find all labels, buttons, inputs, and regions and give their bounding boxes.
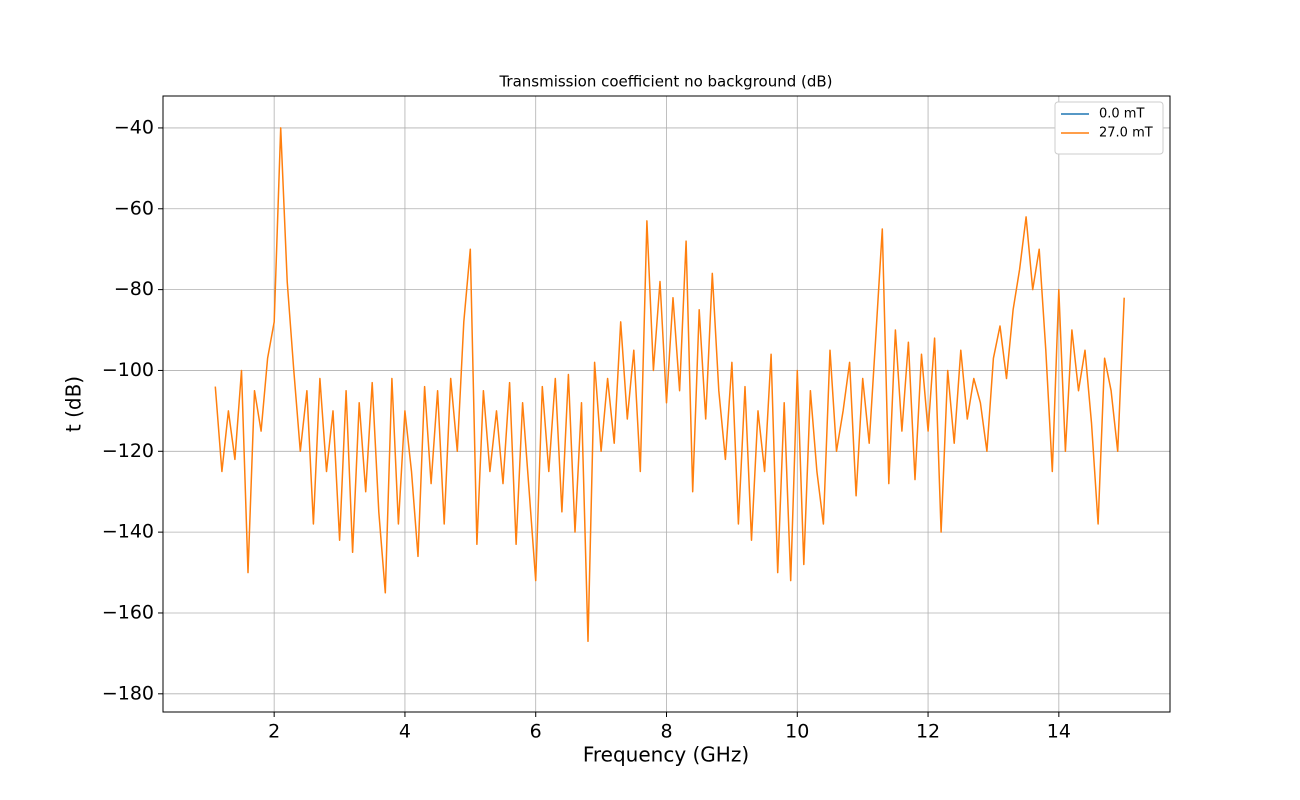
x-tick-label: 10 (785, 721, 809, 743)
x-tick-label: 12 (916, 721, 940, 743)
y-tick-label: −180 (102, 682, 154, 704)
x-tick-label: 4 (399, 721, 411, 743)
plot-frame (162, 95, 1171, 713)
y-tick-label: −160 (102, 601, 154, 623)
x-tick-label: 14 (1047, 721, 1071, 743)
x-tick-label: 2 (268, 721, 280, 743)
y-tick-label: −40 (114, 116, 154, 138)
y-axis-label: t (dB) (62, 376, 86, 432)
y-tick-label: −140 (102, 521, 154, 543)
legend-label: 27.0 mT (1099, 126, 1153, 141)
legend-box (1054, 101, 1164, 155)
legend-label: 0.0 mT (1099, 107, 1144, 122)
x-axis-label: Frequency (GHz) (583, 743, 749, 767)
y-tick-label: −100 (102, 359, 154, 381)
y-tick-label: −120 (102, 440, 154, 462)
y-tick-label: −60 (114, 197, 154, 219)
x-tick-label: 8 (660, 721, 672, 743)
y-tick-label: −80 (114, 278, 154, 300)
x-tick-label: 6 (530, 721, 542, 743)
series-line (214, 127, 1125, 643)
chart-title: Transmission coefficient no background (… (498, 73, 832, 91)
